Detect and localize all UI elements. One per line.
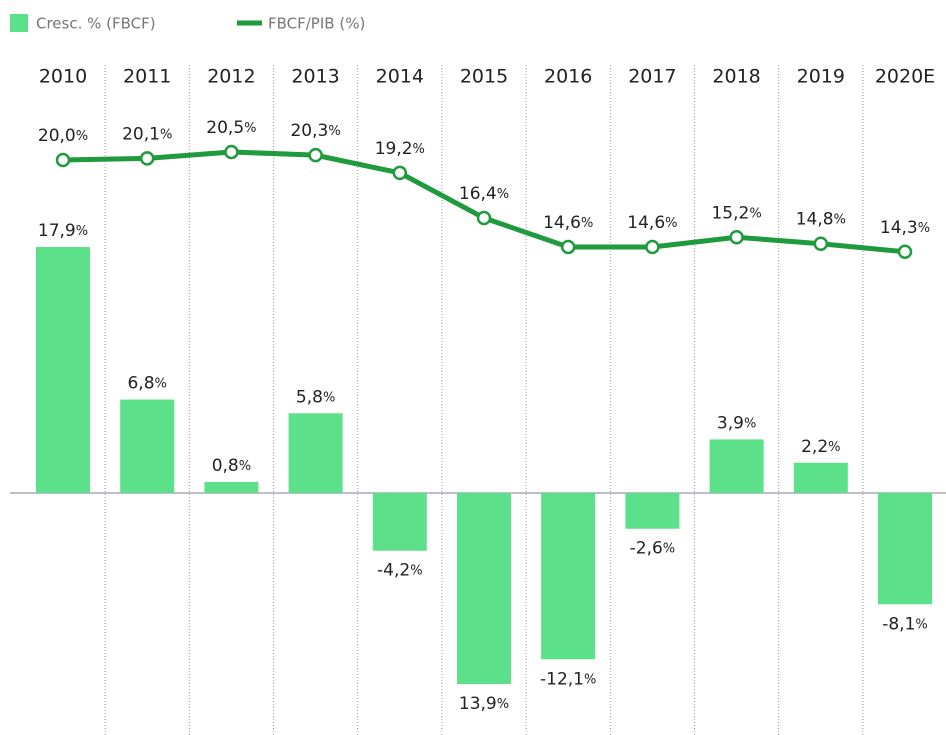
data-label: -2,6% <box>630 539 676 559</box>
legend-label: Cresc. % (FBCF) <box>36 15 156 33</box>
data-label: 14,6% <box>543 213 593 233</box>
x-tick-label: 2019 <box>797 66 845 88</box>
data-label: 3,9% <box>717 413 756 433</box>
data-label: 16,4% <box>459 184 509 204</box>
x-tick-label: 2015 <box>460 66 508 88</box>
line-marker <box>224 144 239 160</box>
data-label: -12,1% <box>540 669 596 689</box>
data-label: 20,5% <box>206 118 256 138</box>
data-label: 13,9% <box>459 694 509 714</box>
bar <box>288 413 343 493</box>
x-tick-label: 2013 <box>291 66 339 88</box>
x-tick-label: 2020E <box>875 66 935 88</box>
data-label: 17,9% <box>38 221 88 241</box>
data-label: 19,2% <box>375 139 425 159</box>
line-marker <box>308 147 323 163</box>
data-label: 2,2% <box>801 437 840 457</box>
legend-label: FBCF/PIB (%) <box>268 15 365 33</box>
bar <box>793 462 848 493</box>
x-tick-label: 2010 <box>39 66 87 88</box>
bar <box>709 439 764 493</box>
line-marker <box>729 230 744 245</box>
x-tick-label: 2014 <box>376 66 424 88</box>
bar <box>204 482 259 493</box>
data-label: 14,8% <box>796 210 846 230</box>
line-marker <box>560 239 576 255</box>
data-label: 5,8% <box>296 387 335 407</box>
data-label: 14,6% <box>627 213 677 233</box>
data-label: -4,2% <box>377 561 423 581</box>
data-label: 20,1% <box>122 124 172 144</box>
line-marker <box>392 165 408 181</box>
data-label: 6,8% <box>127 374 166 394</box>
data-label: 20,0% <box>38 126 88 146</box>
x-tick-label: 2017 <box>628 66 676 88</box>
bar <box>120 399 175 493</box>
data-label: 20,3% <box>290 121 340 141</box>
bar <box>878 493 932 605</box>
data-label: 15,2% <box>711 203 761 223</box>
line-marker <box>139 151 155 166</box>
bar <box>36 247 90 493</box>
legend-swatch <box>10 14 28 32</box>
line-marker <box>476 210 492 226</box>
bar <box>625 493 680 529</box>
data-label: 0,8% <box>212 456 251 476</box>
x-tick-label: 2016 <box>544 66 592 88</box>
x-tick-label: 2012 <box>207 66 255 88</box>
bar <box>541 493 596 660</box>
line-marker <box>55 152 71 168</box>
line-marker <box>813 236 829 251</box>
x-tick-label: 2011 <box>123 66 171 88</box>
data-label: 14,3% <box>880 218 930 238</box>
data-label: -8,1% <box>882 614 928 634</box>
bar <box>457 493 511 684</box>
bar <box>372 493 427 551</box>
line-marker <box>645 239 660 255</box>
x-tick-label: 2018 <box>712 66 760 88</box>
line-marker <box>897 244 913 260</box>
